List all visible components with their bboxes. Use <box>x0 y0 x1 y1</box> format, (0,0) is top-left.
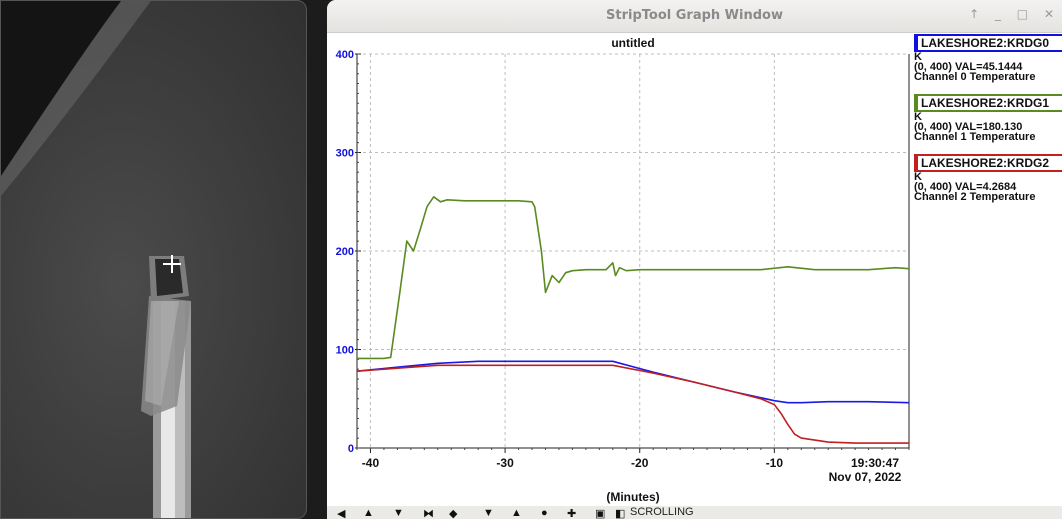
graph-title: untitled <box>611 36 654 50</box>
striptool-window: StripTool Graph Window ↑ _ □ ✕ 0 100 200 30… <box>327 0 1062 519</box>
legend-description: Channel 1 Temperature <box>914 131 1036 143</box>
x-tick-label: -30 <box>496 456 514 470</box>
legend-range-value: (0, 400) VAL=45.1444 <box>914 61 1023 73</box>
graph-toolbar: ◀ ▲ ▼ ⧓ ◆ ▼ ▲ ● ✚ ▣ ◧ SCROLLING <box>327 506 1062 519</box>
zoom-in-y-icon[interactable]: ▼ <box>483 507 494 519</box>
strip-chart[interactable]: 0 100 200 300 400 -40 -30 -20 -10 untitled (Minu… <box>327 33 1062 519</box>
window-controls[interactable]: ↑ _ □ ✕ <box>969 7 1060 21</box>
y-tick-label: 400 <box>336 49 354 61</box>
series-line-2 <box>356 364 909 444</box>
y-tick-label: 100 <box>336 345 354 357</box>
sample-pin-image <box>1 1 191 518</box>
y-tick-label: 300 <box>336 148 354 160</box>
arrow-left-icon[interactable]: ◀ <box>337 508 346 519</box>
timestamp-time: 19:30:47 <box>851 456 899 470</box>
scrolling-status: SCROLLING <box>630 506 694 518</box>
window-titlebar[interactable]: StripTool Graph Window ↑ _ □ ✕ <box>327 0 1062 33</box>
x-axis-label: (Minutes) <box>606 490 659 504</box>
legend-unit: K <box>914 111 922 123</box>
timestamp-date: Nov 07, 2022 <box>829 470 902 484</box>
legend-entry-krdg0[interactable]: LAKESHORE2:KRDG0 K (0, 400) VAL=45.1444 … <box>914 34 1062 83</box>
window-title: StripTool Graph Window <box>606 8 783 23</box>
legend-entry-krdg2[interactable]: LAKESHORE2:KRDG2 K (0, 400) VAL=4.2684 C… <box>914 154 1062 203</box>
legend-description: Channel 0 Temperature <box>914 71 1036 83</box>
y-tick-label: 0 <box>348 443 354 455</box>
legend-description: Channel 2 Temperature <box>914 191 1036 203</box>
plot-area[interactable]: 0 100 200 300 400 -40 -30 -20 -10 untitled (Minu… <box>327 33 1062 519</box>
x-tick-label: -10 <box>766 456 784 470</box>
arrow-down-icon[interactable]: ▼ <box>393 507 404 519</box>
config-icon[interactable]: ◧ <box>615 508 626 519</box>
reset-icon[interactable]: ✚ <box>567 508 577 519</box>
print-icon[interactable]: ▣ <box>595 508 606 519</box>
legend-unit: K <box>914 51 922 63</box>
legend-name: LAKESHORE2:KRDG0 <box>914 34 1062 52</box>
x-tick-label: -40 <box>362 456 380 470</box>
legend-name: LAKESHORE2:KRDG1 <box>914 94 1062 112</box>
legend-entry-krdg1[interactable]: LAKESHORE2:KRDG1 K (0, 400) VAL=180.130 … <box>914 94 1062 143</box>
x-tick-label: -20 <box>631 456 649 470</box>
camera-view[interactable] <box>0 0 307 519</box>
zoom-out-y-icon[interactable]: ▲ <box>511 507 522 519</box>
zoom-in-x-icon[interactable]: ⧓ <box>423 508 434 519</box>
legend-range-value: (0, 400) VAL=180.130 <box>914 121 1023 133</box>
series-line-1 <box>357 196 910 360</box>
crosshair-icon <box>163 255 181 273</box>
series-line-0 <box>356 360 910 404</box>
legend-unit: K <box>914 171 922 183</box>
y-tick-label: 200 <box>336 246 354 258</box>
legend-range-value: (0, 400) VAL=4.2684 <box>914 181 1017 193</box>
arrow-up-icon[interactable]: ▲ <box>363 507 374 519</box>
zoom-out-x-icon[interactable]: ◆ <box>449 508 458 519</box>
pan-icon[interactable]: ● <box>541 507 548 519</box>
legend-name: LAKESHORE2:KRDG2 <box>914 154 1062 172</box>
